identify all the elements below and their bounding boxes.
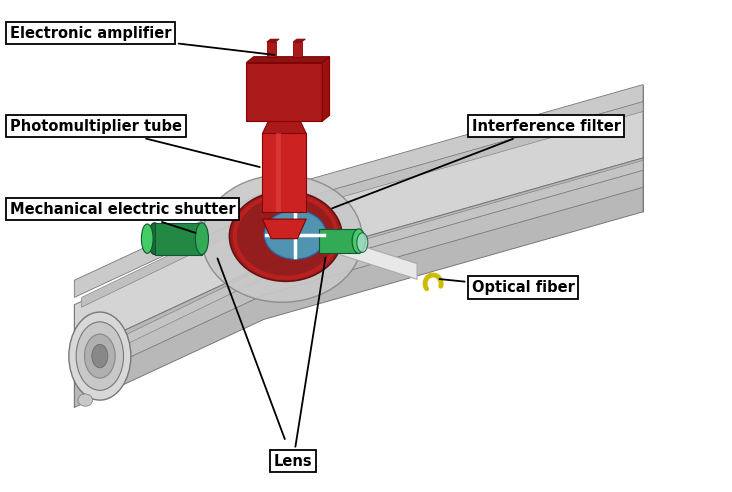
Polygon shape (267, 42, 275, 57)
Polygon shape (340, 239, 417, 279)
Polygon shape (293, 39, 305, 42)
Polygon shape (275, 133, 280, 212)
Ellipse shape (352, 229, 365, 253)
Text: Optical fiber: Optical fiber (439, 279, 575, 295)
Ellipse shape (148, 223, 161, 254)
Polygon shape (263, 121, 306, 133)
Ellipse shape (202, 175, 362, 302)
Ellipse shape (195, 223, 209, 254)
Polygon shape (75, 158, 643, 407)
Ellipse shape (78, 394, 92, 406)
Polygon shape (75, 109, 643, 354)
Ellipse shape (76, 322, 124, 390)
Ellipse shape (357, 233, 367, 252)
Polygon shape (263, 133, 306, 212)
Text: Photomultiplier tube: Photomultiplier tube (10, 119, 260, 167)
Text: Interference filter: Interference filter (332, 119, 621, 208)
Polygon shape (81, 160, 643, 366)
Polygon shape (247, 57, 329, 62)
Polygon shape (75, 170, 643, 383)
Polygon shape (263, 219, 306, 239)
Ellipse shape (84, 334, 115, 378)
Ellipse shape (264, 210, 326, 259)
Polygon shape (318, 229, 359, 253)
Polygon shape (247, 62, 322, 121)
Polygon shape (75, 85, 643, 297)
Polygon shape (267, 39, 279, 42)
Ellipse shape (141, 224, 153, 253)
Text: Mechanical electric shutter: Mechanical electric shutter (10, 202, 236, 233)
Ellipse shape (229, 191, 343, 281)
Ellipse shape (92, 344, 108, 368)
Text: Lens: Lens (274, 257, 326, 469)
Text: Electronic amplifier: Electronic amplifier (10, 26, 274, 55)
Ellipse shape (69, 312, 131, 400)
Polygon shape (81, 102, 643, 307)
Polygon shape (322, 57, 329, 121)
Polygon shape (293, 42, 302, 57)
Polygon shape (154, 222, 202, 255)
